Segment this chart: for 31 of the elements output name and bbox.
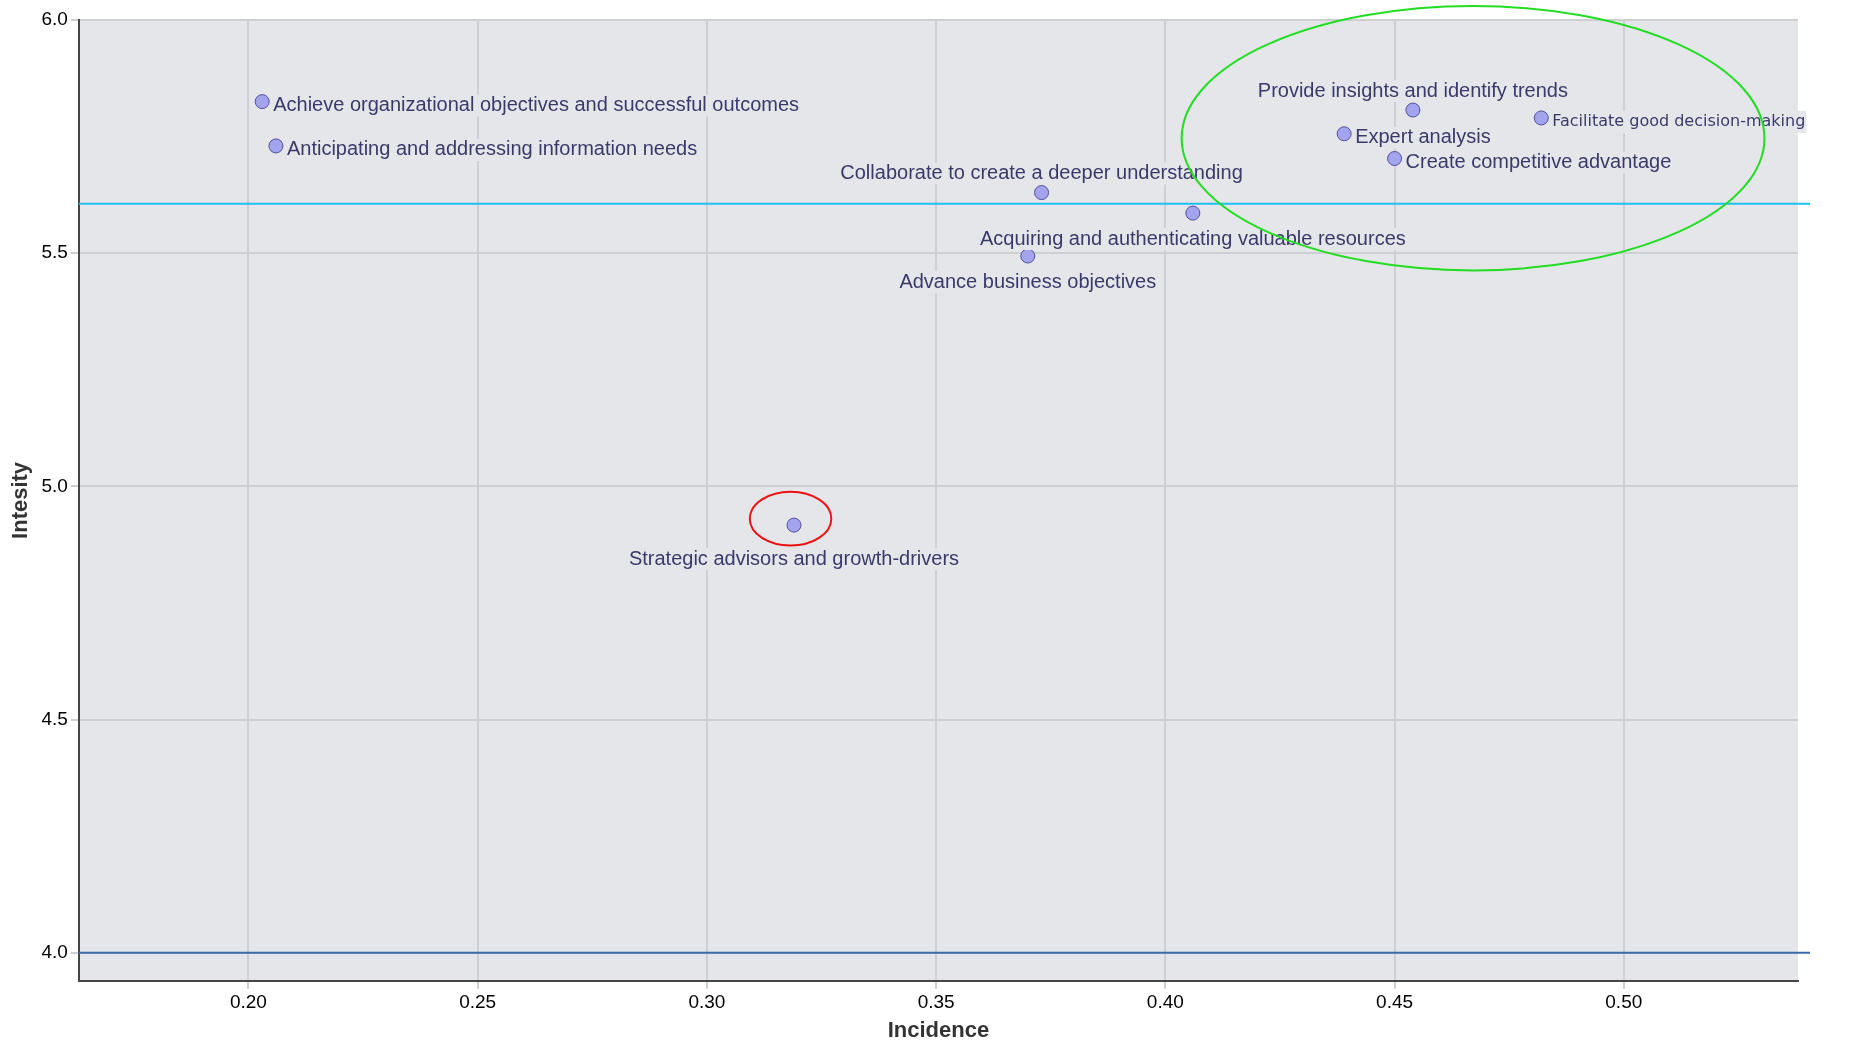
point: [1336, 126, 1352, 142]
point: [1533, 110, 1549, 126]
point: [1034, 185, 1050, 201]
y-tick-label: 5.0: [41, 474, 68, 496]
annotation: Provide insights and identify trends: [1257, 78, 1568, 101]
x-tick-label: 0.25: [459, 991, 497, 1013]
x-tick-label: 0.50: [1605, 991, 1643, 1013]
annotation: Create competitive advantage: [1405, 150, 1672, 173]
point: [786, 517, 802, 533]
x-axis-title: Incidence: [887, 1016, 990, 1042]
x-tick-label: 0.40: [1146, 991, 1184, 1013]
point: [254, 94, 270, 110]
annotation: Advance business objectives: [899, 269, 1157, 292]
x-tick-label: 0.30: [688, 991, 726, 1013]
annotation: Strategic advisors and growth-drivers: [628, 546, 960, 569]
annotation: Anticipating and addressing information needs: [286, 137, 698, 160]
x-tick-label: 0.35: [917, 991, 955, 1013]
x-tick-label: 0.45: [1376, 991, 1414, 1013]
annotation: Expert analysis: [1355, 125, 1491, 148]
point: [1185, 205, 1201, 221]
y-tick-label: 6.0: [41, 8, 68, 30]
point: [1387, 151, 1403, 167]
y-axis-title: Intesity: [7, 461, 33, 539]
annotation: Achieve organizational objectives and successful outcomes: [273, 93, 800, 116]
y-tick-label: 4.0: [41, 941, 68, 963]
y-tick-label: 4.5: [41, 707, 68, 729]
x-tick-label: 0.20: [229, 991, 267, 1013]
point: [1405, 102, 1421, 118]
y-tick-label: 5.5: [41, 241, 68, 263]
point: [1020, 248, 1036, 264]
point: [268, 138, 284, 154]
